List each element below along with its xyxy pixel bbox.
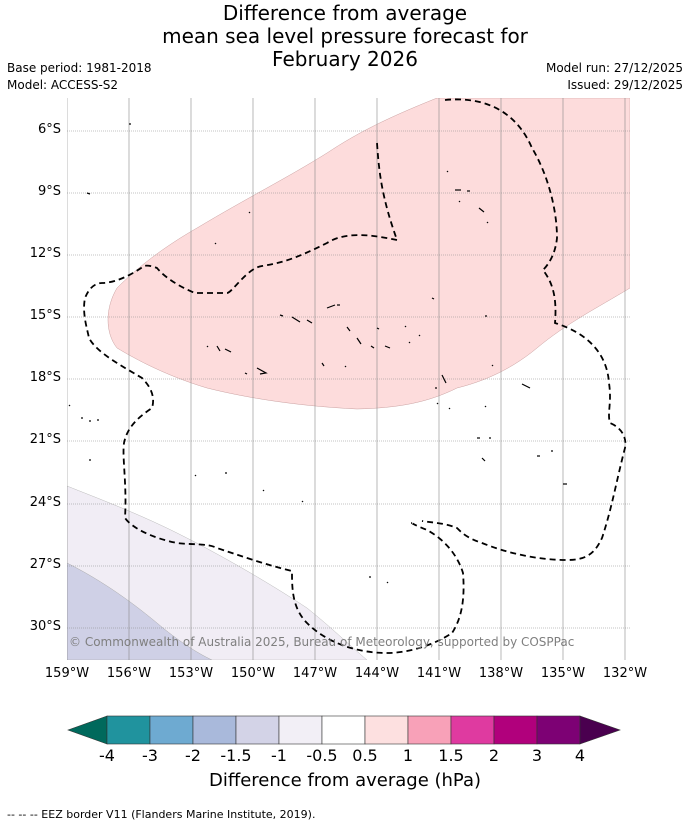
eez-french-polynesia <box>421 98 627 561</box>
title-line-3: February 2026 <box>272 47 418 71</box>
lat-label: 9°S <box>37 184 61 199</box>
colorbar-swatch <box>149 715 194 745</box>
colorbar-swatch <box>493 715 538 745</box>
colorbar-swatch <box>235 715 280 745</box>
lon-label: 144°W <box>354 666 400 681</box>
eez-legend: -- -- -- EEZ border V11 (Flanders Marine… <box>7 808 316 821</box>
lat-label: 21°S <box>29 432 61 447</box>
colorbar-tick: 0.5 <box>352 746 378 765</box>
lon-label: 132°W <box>602 666 648 681</box>
lon-label: 141°W <box>416 666 462 681</box>
colorbar-tick: -3 <box>142 746 158 765</box>
lon-label: 150°W <box>230 666 276 681</box>
colorbar-swatch <box>364 715 409 745</box>
model-name: Model: ACCESS-S2 <box>7 78 119 92</box>
lon-label: 153°W <box>168 666 214 681</box>
colorbar-swatch <box>536 715 581 745</box>
colorbar-tick: -1 <box>271 746 287 765</box>
issued-date: Issued: 29/12/2025 <box>567 78 683 92</box>
lat-label: 18°S <box>29 370 61 385</box>
colorbar-tick: 1 <box>402 746 414 765</box>
colorbar-tick: -2 <box>185 746 201 765</box>
lon-label: 147°W <box>292 666 338 681</box>
colorbar-extend-max <box>579 715 621 745</box>
colorbar-tick: -0.5 <box>306 746 338 765</box>
colorbar <box>67 715 621 745</box>
colorbar-tick: -1.5 <box>220 746 252 765</box>
lon-label: 138°W <box>478 666 524 681</box>
base-period: Base period: 1981-2018 <box>7 61 152 75</box>
lat-label: 27°S <box>29 557 61 572</box>
colorbar-swatch <box>278 715 323 745</box>
model-run: Model run: 27/12/2025 <box>545 61 683 75</box>
eez-cook-islands <box>83 234 465 654</box>
lat-label: 24°S <box>29 495 61 510</box>
colorbar-extend-min <box>67 715 108 745</box>
colorbar-tick: 3 <box>531 746 543 765</box>
colorbar-tick: 4 <box>574 746 586 765</box>
colorbar-tick: 1.5 <box>438 746 464 765</box>
copyright-notice: © Commonwealth of Australia 2025, Bureau… <box>69 635 574 649</box>
eez-pitcairn <box>376 142 398 241</box>
colorbar-swatch <box>321 715 366 745</box>
negative-anomaly-region <box>67 562 213 660</box>
lat-label: 12°S <box>29 246 61 261</box>
lat-label: 30°S <box>29 619 61 634</box>
lon-label: 156°W <box>106 666 152 681</box>
colorbar-swatch <box>450 715 495 745</box>
lon-label: 135°W <box>540 666 586 681</box>
colorbar-swatch <box>106 715 151 745</box>
islands <box>68 123 567 584</box>
title-line-2: mean sea level pressure forecast for <box>162 24 528 48</box>
positive-anomaly-region <box>107 98 630 410</box>
colorbar-swatch <box>407 715 452 745</box>
pressure-anomaly-map: © Commonwealth of Australia 2025, Bureau… <box>67 98 630 660</box>
lon-label: 159°W <box>44 666 90 681</box>
lat-label: 15°S <box>29 308 61 323</box>
colorbar-title: Difference from average (hPa) <box>208 770 482 791</box>
lat-label: 6°S <box>37 122 61 137</box>
title-line-1: Difference from average <box>222 1 468 25</box>
eez-borders <box>83 98 627 654</box>
colorbar-tick: -4 <box>99 746 115 765</box>
colorbar-tick: 2 <box>488 746 500 765</box>
graticule <box>67 98 630 660</box>
colorbar-swatch <box>192 715 237 745</box>
